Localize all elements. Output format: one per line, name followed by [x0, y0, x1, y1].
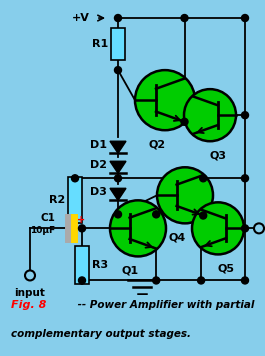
Polygon shape [110, 161, 126, 173]
Text: 10µF: 10µF [30, 226, 55, 235]
Circle shape [198, 277, 205, 284]
Bar [75, 246, 89, 284]
Circle shape [192, 202, 244, 255]
Text: +: + [77, 215, 85, 225]
Circle shape [241, 277, 249, 284]
Text: +V: +V [72, 13, 90, 23]
Circle shape [114, 15, 121, 21]
Text: Fig. 8: Fig. 8 [11, 300, 46, 310]
Text: Q3: Q3 [210, 150, 227, 160]
Text: C1: C1 [40, 213, 55, 223]
Circle shape [184, 89, 236, 141]
Circle shape [241, 112, 249, 119]
Circle shape [78, 225, 86, 232]
Circle shape [241, 175, 249, 182]
Text: Q5: Q5 [218, 263, 235, 273]
Polygon shape [110, 141, 126, 153]
Text: D3: D3 [90, 187, 107, 197]
Bar [68, 177, 82, 223]
Circle shape [200, 175, 207, 182]
Text: D2: D2 [90, 160, 107, 170]
Text: Q2: Q2 [148, 139, 166, 149]
Text: R1: R1 [92, 39, 108, 49]
Circle shape [157, 167, 213, 223]
Circle shape [181, 15, 188, 21]
Text: input: input [15, 288, 45, 298]
Circle shape [200, 212, 207, 219]
Text: R2: R2 [49, 195, 65, 205]
Circle shape [241, 225, 249, 232]
Text: D1: D1 [90, 140, 107, 150]
Polygon shape [110, 188, 126, 200]
Circle shape [114, 175, 121, 182]
Circle shape [110, 200, 166, 256]
Circle shape [153, 211, 160, 218]
Circle shape [135, 70, 195, 130]
Circle shape [78, 277, 86, 284]
Circle shape [114, 67, 121, 74]
Bar [111, 28, 125, 60]
Text: R3: R3 [92, 261, 108, 271]
Circle shape [241, 15, 249, 21]
Text: Q4: Q4 [168, 232, 186, 242]
Circle shape [25, 271, 35, 281]
Circle shape [181, 118, 188, 125]
Circle shape [254, 223, 264, 234]
Circle shape [72, 175, 78, 182]
Circle shape [153, 277, 160, 284]
Circle shape [114, 211, 121, 218]
Text: Q1: Q1 [121, 266, 139, 276]
Text: -- Power Amplifier with partial: -- Power Amplifier with partial [74, 300, 255, 310]
Text: complementary output stages.: complementary output stages. [11, 329, 191, 339]
